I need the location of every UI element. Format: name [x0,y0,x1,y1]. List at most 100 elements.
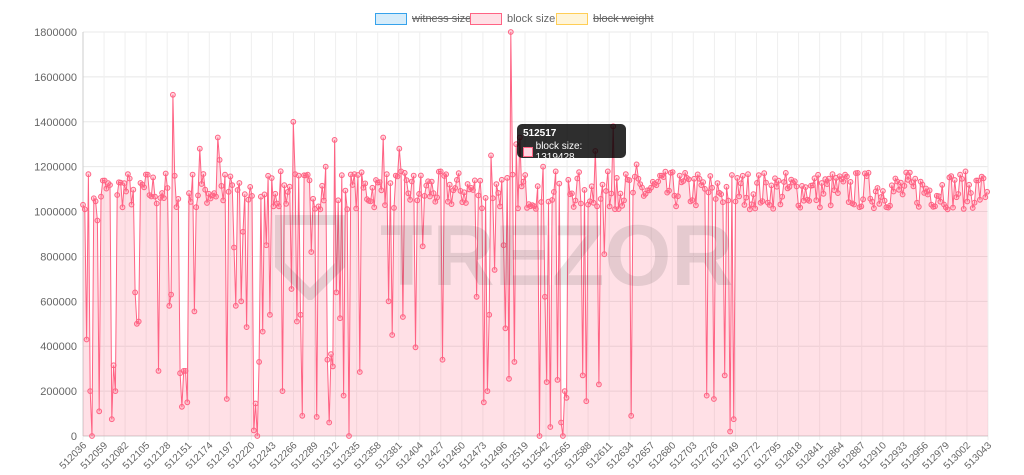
data-point [380,134,387,141]
data-point [479,205,485,212]
data-point [570,204,577,210]
data-point [495,190,502,196]
data-point [935,193,942,200]
data-point [775,177,782,184]
data-point [793,183,800,190]
data-point [899,191,906,198]
data-point [480,399,487,406]
data-point [491,267,498,273]
data-point [200,171,207,177]
data-point [437,168,444,175]
data-point [222,171,228,178]
data-point [416,191,423,197]
data-point [619,202,626,209]
data-point [892,175,899,182]
data-point [277,168,284,175]
data-point [294,318,300,325]
data-point [601,251,608,258]
data-point [85,171,92,178]
data-point [675,193,681,200]
data-point [477,177,484,184]
data-point [538,199,545,205]
data-point [590,199,597,206]
data-point [227,173,234,180]
data-point [245,196,252,203]
data-point [371,204,378,211]
data-point [96,408,103,415]
data-point [400,314,406,320]
data-point [563,394,570,401]
data-point [389,332,396,338]
data-point [583,398,590,405]
data-point [507,29,514,35]
data-point [193,204,200,211]
data-point [448,201,455,208]
legend-label: block weight [593,13,654,25]
data-point [732,198,739,205]
data-point [919,181,926,188]
data-point [295,172,302,179]
data-point [705,189,712,196]
data-point [256,359,263,365]
data-point [606,203,613,210]
data-point [376,179,383,186]
data-point [515,205,521,212]
data-point [720,199,726,206]
data-point [770,205,777,212]
data-point [304,171,311,178]
data-point [750,191,757,198]
data-point [409,178,415,185]
data-point [966,181,972,188]
legend-item-block-size[interactable]: block size [470,12,555,26]
data-point [173,204,180,211]
data-point [403,177,410,184]
block-size-points [80,29,990,439]
legend-swatch [556,13,588,25]
data-point [865,169,872,176]
data-point [182,368,189,374]
data-point [189,171,196,178]
data-point [588,183,595,190]
data-point [198,181,205,187]
data-point [161,195,167,202]
data-point [696,175,703,182]
data-point [888,182,895,189]
data-point [955,191,962,197]
data-point [939,182,946,188]
data-point [569,190,575,197]
data-point [777,201,784,208]
data-point [813,197,820,204]
chart-tooltip: 512517 block size: 1319428 [517,124,626,163]
legend-item-witness-size[interactable]: witness size [375,12,471,26]
data-point [195,192,201,199]
y-axis-ticks: 0 200000 400000 600000 800000 1000000 1200000 1… [34,27,77,443]
data-point [951,177,958,183]
data-point [286,183,293,190]
data-point [599,181,606,188]
data-point [669,169,676,176]
data-point [439,356,446,363]
data-point [835,190,841,197]
trezor-logo-icon: TREZOR [275,208,734,304]
legend-item-block-weight[interactable]: block weight [556,12,654,26]
legend-swatch [470,13,502,25]
data-point [723,183,730,190]
data-point [452,185,459,191]
data-point [225,188,232,195]
data-point [430,190,437,197]
data-point [394,173,401,180]
data-point [414,197,421,204]
data-point [186,190,192,197]
data-point [213,193,219,200]
data-point [340,392,347,399]
data-point [455,170,462,177]
legend-label: witness size [412,13,472,25]
data-point [317,206,324,213]
data-point [396,145,403,152]
data-point [112,388,119,395]
data-point [824,181,830,188]
data-point [489,195,496,202]
data-point [673,203,679,210]
data-point [234,187,241,193]
data-point [596,381,602,388]
